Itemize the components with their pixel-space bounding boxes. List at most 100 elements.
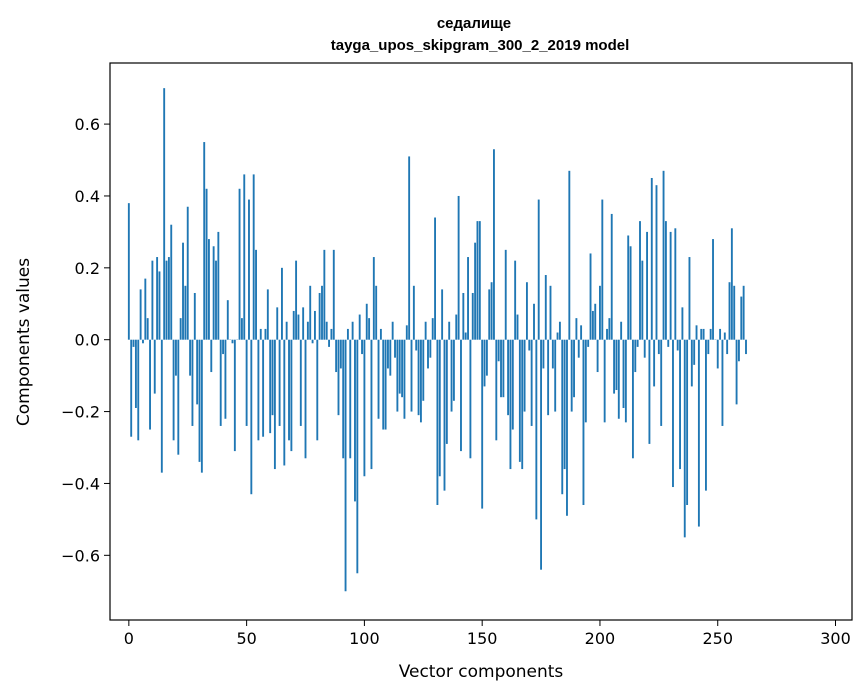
bar	[478, 221, 481, 340]
bar	[215, 260, 217, 340]
bar	[601, 199, 604, 340]
bar	[490, 282, 493, 340]
y-tick-label: −0.6	[61, 546, 100, 565]
bar	[542, 339, 545, 369]
bar	[655, 185, 658, 340]
bar	[281, 267, 283, 340]
bar	[238, 188, 241, 340]
bar	[733, 285, 736, 340]
bar	[460, 339, 462, 452]
bar	[716, 339, 719, 369]
bar	[153, 339, 156, 394]
bar	[405, 325, 408, 340]
bar	[295, 260, 298, 340]
plot-frame	[109, 62, 853, 621]
bar	[591, 310, 594, 340]
chart-title: седалище	[437, 15, 511, 32]
bar	[316, 339, 319, 441]
y-tick-label: −0.2	[61, 403, 100, 422]
y-tick-label: 0.0	[75, 331, 100, 350]
bar	[370, 339, 373, 470]
bar	[551, 339, 554, 369]
bar	[737, 339, 740, 362]
bar	[184, 285, 187, 340]
bar	[438, 339, 441, 477]
bar	[443, 339, 446, 491]
bar	[226, 300, 229, 340]
bar	[186, 206, 189, 340]
bar	[139, 289, 142, 340]
bar	[697, 339, 700, 527]
bar	[495, 339, 498, 441]
bar	[339, 339, 342, 369]
bar	[622, 339, 625, 408]
bar	[387, 339, 389, 369]
bar	[603, 339, 606, 423]
bar	[318, 292, 321, 340]
bar	[589, 253, 592, 340]
bar	[193, 292, 196, 340]
bar	[196, 339, 199, 405]
bar	[676, 339, 679, 351]
bar	[250, 339, 253, 495]
bar	[643, 339, 646, 358]
bar	[533, 303, 535, 340]
bar	[271, 339, 274, 416]
bar	[742, 285, 745, 340]
bar	[547, 339, 550, 416]
bar	[377, 339, 380, 419]
bar	[410, 339, 413, 412]
bar	[636, 339, 639, 347]
bar	[130, 339, 133, 437]
bar	[556, 332, 559, 340]
bar	[745, 339, 747, 355]
y-axis-label: Components values	[14, 258, 34, 426]
bar	[662, 170, 665, 340]
bar	[419, 339, 422, 423]
bar	[681, 307, 684, 340]
bar	[210, 339, 213, 373]
bar	[269, 339, 272, 434]
bar	[457, 195, 460, 340]
bar	[335, 339, 338, 373]
bar	[455, 314, 458, 340]
bar	[248, 199, 250, 340]
bar	[257, 339, 260, 441]
bar	[177, 339, 180, 455]
bar	[686, 339, 689, 505]
bar	[709, 328, 712, 340]
x-tick-label: 200	[585, 629, 616, 648]
bar	[231, 339, 234, 344]
bar	[417, 339, 420, 416]
bar	[575, 318, 578, 340]
bar	[669, 231, 672, 340]
y-tick-label: 0.4	[75, 187, 100, 206]
bar	[415, 339, 418, 351]
bar	[240, 318, 243, 340]
bar	[726, 339, 729, 355]
bar	[563, 339, 566, 470]
bar	[146, 318, 149, 340]
bar	[323, 249, 326, 340]
bar	[587, 339, 590, 347]
bar	[156, 257, 159, 340]
bar	[672, 339, 674, 488]
bar	[165, 260, 168, 340]
bar	[577, 339, 580, 358]
bar	[403, 339, 406, 419]
bar	[493, 149, 495, 340]
bar	[568, 170, 571, 340]
bar	[252, 174, 255, 340]
bar	[690, 339, 693, 387]
bar	[175, 339, 177, 376]
bar	[356, 339, 359, 574]
bar	[639, 221, 641, 340]
bar	[243, 174, 246, 340]
bar	[330, 328, 333, 340]
bar	[302, 307, 305, 340]
bar	[667, 339, 670, 347]
bar	[721, 339, 724, 426]
bar	[217, 231, 220, 340]
bar	[189, 339, 192, 376]
bar	[693, 339, 696, 365]
